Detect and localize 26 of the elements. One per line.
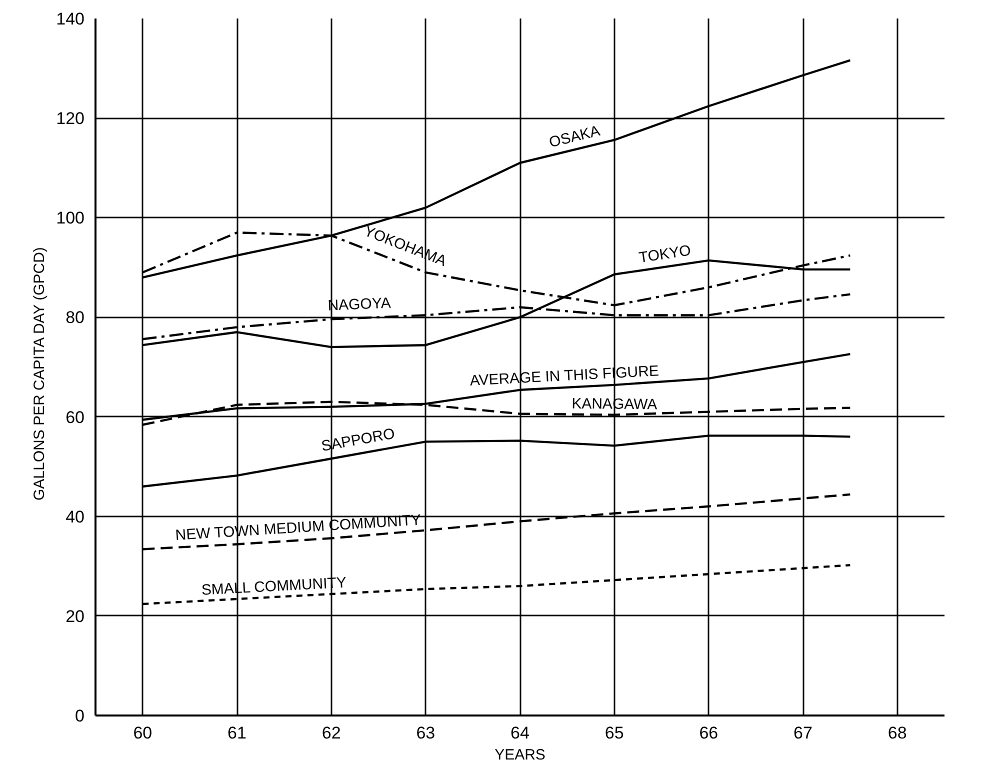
x-tick-label: 62 [322,724,341,742]
x-tick-label: 65 [604,724,624,742]
series-label: SMALL COMMUNITY [201,574,347,599]
x-tick-label: 66 [699,724,718,742]
text: OSAKA [547,122,602,152]
y-tick-label: 140 [56,10,85,28]
y-tick-label: 60 [66,408,85,427]
y-tick-label: 100 [56,208,85,228]
series-label: NEW TOWN MEDIUM COMMUNITY [174,512,422,544]
x-tick-label: 64 [510,724,530,742]
series-label: NAGOYA [327,294,392,314]
x-tick-label: 61 [228,724,246,742]
series-label: AVERAGE IN THIS FIGURE [469,362,660,390]
y-tick-label: 80 [66,308,85,328]
text: SAPPORO [320,425,396,456]
x-axis-title: YEARS [494,746,546,764]
y-tick-label: 0 [75,706,85,726]
y-tick-label: 40 [66,507,85,526]
y-axis-title: GALLONS PER CAPITA DAY (GPCD) [31,247,48,500]
x-tick-label: 63 [416,724,436,742]
x-tick-label: 67 [794,724,812,742]
x-tick-label: 68 [888,724,907,742]
y-tick-label: 120 [56,109,85,128]
text: TOKYO [638,242,692,267]
y-tick-label: 20 [66,606,85,626]
x-tick-label: 60 [133,724,152,742]
